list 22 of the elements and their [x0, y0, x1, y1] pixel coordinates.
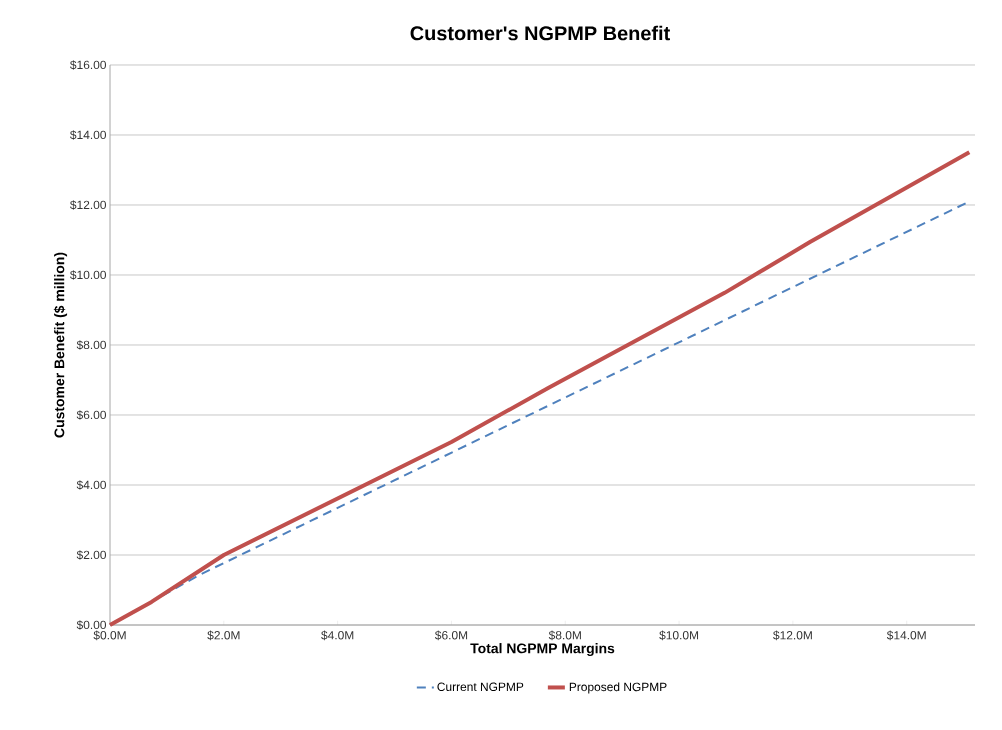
legend-label: Proposed NGPMP: [569, 682, 667, 694]
legend-label: Current NGPMP: [437, 682, 524, 691]
x-tick-label: $8.0M: [548, 630, 581, 641]
y-tick-label: $2.00: [76, 550, 107, 560]
x-tick-label: $2.0M: [207, 630, 240, 641]
x-axis-title: Total NGPMP Margins: [470, 643, 615, 657]
y-tick-label: $8.00: [76, 340, 107, 350]
y-tick-label: $4.00: [76, 480, 107, 490]
x-tick-label: $10.0M: [659, 630, 699, 641]
x-tick-label: $12.0M: [773, 630, 812, 641]
y-tick-label: $0.00: [76, 620, 107, 630]
y-axis-title: Customer Benefit ($ million): [53, 252, 68, 438]
y-tick-label: $14.00: [70, 130, 107, 140]
y-tick-label: $12.00: [70, 200, 107, 210]
y-tick-label: $6.00: [76, 410, 107, 420]
x-tick-label: $0.0M: [93, 630, 126, 641]
x-tick-label: $14.0M: [886, 630, 926, 641]
y-tick-label: $10.00: [70, 270, 107, 280]
x-tick-label: $4.0M: [321, 630, 354, 641]
chart-title: Customer's NGPMP Benefit: [410, 25, 670, 41]
y-tick-label: $16.00: [70, 60, 107, 70]
x-tick-label: $6.0M: [434, 630, 468, 641]
